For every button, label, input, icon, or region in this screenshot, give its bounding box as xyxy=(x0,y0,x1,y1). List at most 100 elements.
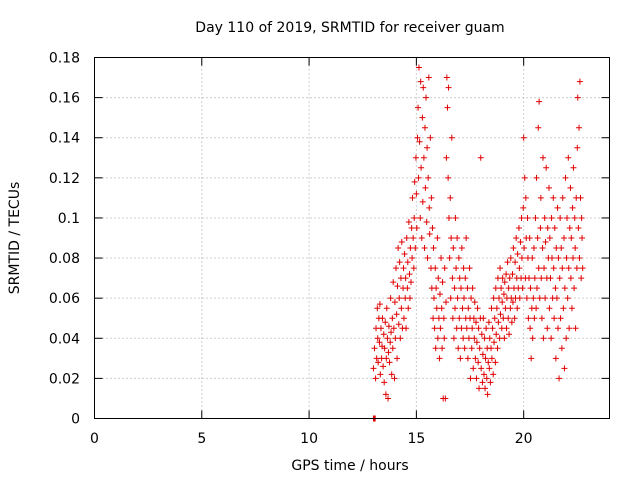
data-point xyxy=(557,315,564,322)
data-point xyxy=(391,299,398,306)
data-point xyxy=(464,285,471,292)
y-tick-label: 0.02 xyxy=(49,371,80,387)
data-point xyxy=(536,295,543,302)
data-point xyxy=(501,335,508,342)
data-point xyxy=(381,345,388,352)
data-point xyxy=(417,78,424,85)
data-point xyxy=(541,265,548,272)
y-tick-label: 0.08 xyxy=(49,251,80,267)
data-point xyxy=(507,255,514,262)
data-point xyxy=(382,319,389,326)
data-point xyxy=(578,275,585,282)
data-point xyxy=(468,295,475,302)
data-point xyxy=(516,265,523,272)
data-point xyxy=(406,295,413,302)
data-point xyxy=(460,335,467,342)
y-tick-label: 0.18 xyxy=(49,51,80,67)
data-point xyxy=(384,335,391,342)
data-point xyxy=(376,339,383,346)
data-point xyxy=(526,235,533,241)
data-point xyxy=(579,265,586,272)
data-point xyxy=(459,305,466,312)
data-point xyxy=(548,214,555,221)
data-point xyxy=(450,335,457,342)
data-point xyxy=(374,305,381,312)
data-point xyxy=(408,224,415,231)
data-point xyxy=(438,305,445,312)
data-point xyxy=(424,255,431,262)
data-point xyxy=(506,331,513,338)
data-point xyxy=(441,335,448,342)
data-point xyxy=(430,315,437,322)
data-point xyxy=(443,74,450,81)
data-point xyxy=(412,154,419,161)
data-point xyxy=(579,235,586,241)
data-point xyxy=(482,385,489,392)
data-point xyxy=(558,245,565,252)
data-point xyxy=(569,204,576,211)
data-point xyxy=(523,295,530,302)
data-point xyxy=(519,285,526,292)
x-axis-label: GPS time / hours xyxy=(291,458,408,474)
data-point xyxy=(426,204,433,211)
data-point xyxy=(535,124,542,131)
data-point xyxy=(432,345,439,352)
data-point xyxy=(473,339,480,346)
data-point xyxy=(527,285,534,292)
data-point xyxy=(406,271,413,278)
data-point xyxy=(507,305,514,312)
data-point xyxy=(458,245,465,252)
data-point xyxy=(475,359,482,366)
data-point xyxy=(371,345,378,352)
data-point xyxy=(383,305,390,312)
data-point xyxy=(533,174,540,181)
data-point xyxy=(439,345,446,352)
data-point xyxy=(471,299,478,306)
data-point xyxy=(410,235,417,241)
data-point xyxy=(418,164,425,171)
data-point xyxy=(430,245,437,252)
data-point xyxy=(575,224,582,231)
data-point xyxy=(429,224,436,231)
data-point xyxy=(466,265,473,272)
data-point xyxy=(509,271,516,278)
data-point xyxy=(413,190,420,197)
data-point xyxy=(542,239,549,246)
data-point xyxy=(512,259,519,266)
data-point xyxy=(387,295,394,302)
data-point xyxy=(497,265,504,272)
data-point xyxy=(560,305,567,312)
data-point xyxy=(383,355,390,362)
data-point xyxy=(531,275,538,282)
y-axis-label: SRMTID / TECUs xyxy=(7,182,23,295)
data-point xyxy=(537,194,544,201)
data-point xyxy=(572,245,579,252)
data-point xyxy=(577,194,584,201)
data-point xyxy=(518,255,525,262)
data-point xyxy=(530,295,537,302)
data-point xyxy=(447,194,454,201)
data-point xyxy=(475,325,482,332)
data-point xyxy=(491,315,498,322)
data-point xyxy=(497,311,504,318)
data-point xyxy=(561,365,568,372)
data-point xyxy=(503,271,510,278)
data-point xyxy=(474,305,481,312)
data-point xyxy=(574,94,581,101)
data-point xyxy=(449,275,456,282)
y-tick-label: 0.1 xyxy=(58,211,80,227)
data-point xyxy=(395,321,402,328)
data-point xyxy=(441,265,448,272)
data-point xyxy=(542,295,549,302)
data-point xyxy=(527,325,534,332)
data-point xyxy=(505,315,512,322)
data-point xyxy=(571,285,578,292)
data-point xyxy=(423,94,430,101)
data-point xyxy=(555,255,562,262)
data-point xyxy=(567,184,574,191)
data-point xyxy=(531,315,538,322)
data-point xyxy=(493,305,500,312)
data-point xyxy=(411,214,418,221)
data-point xyxy=(516,295,523,302)
data-point xyxy=(404,285,411,292)
